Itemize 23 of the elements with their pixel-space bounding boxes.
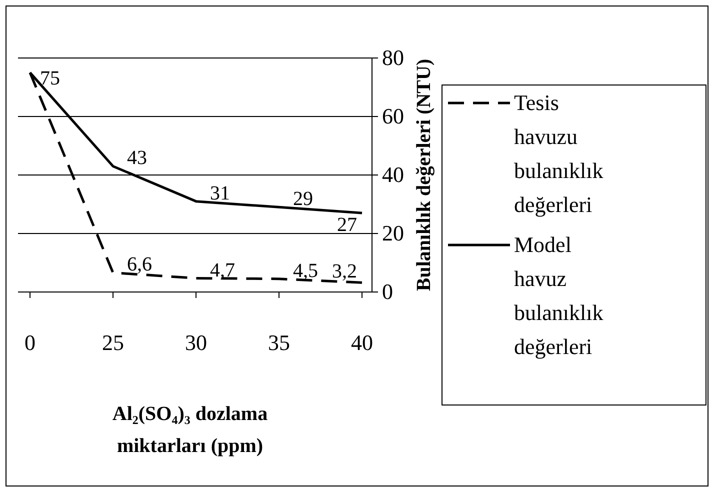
data-label: 75	[40, 68, 60, 90]
y-axis-title: Bulanıklık değerleri (NTU)	[413, 58, 435, 292]
data-label: 43	[127, 147, 147, 170]
x-tick-label: 0	[24, 330, 36, 355]
y-tick-label: 20	[382, 220, 404, 246]
data-label: 29	[293, 188, 313, 210]
data-label: 3,2	[332, 260, 357, 283]
data-label: 4,7	[210, 259, 235, 282]
legend-label: Tesis havuzu bulanıklık değerleri	[514, 90, 604, 217]
y-tick-label: 80	[382, 45, 404, 70]
y-tick-label: 60	[382, 104, 404, 128]
legend-label: Model havuz bulanıklık değerleri	[514, 232, 604, 359]
data-label: 31	[210, 182, 230, 204]
data-label: 27	[337, 214, 357, 236]
data-label: 4,5	[293, 260, 318, 282]
x-tick-label: 35	[268, 330, 290, 355]
x-tick-label: 40	[351, 330, 373, 355]
x-tick-label: 25	[102, 330, 124, 355]
x-axis-title: Al₂(SO₄)₃ dozlama miktarları (ppm)	[112, 403, 268, 457]
x-tick-label: 30	[185, 330, 207, 355]
data-label: 6,6	[127, 254, 152, 276]
y-tick-label: 0	[382, 279, 393, 304]
y-tick-label: 40	[382, 162, 404, 187]
